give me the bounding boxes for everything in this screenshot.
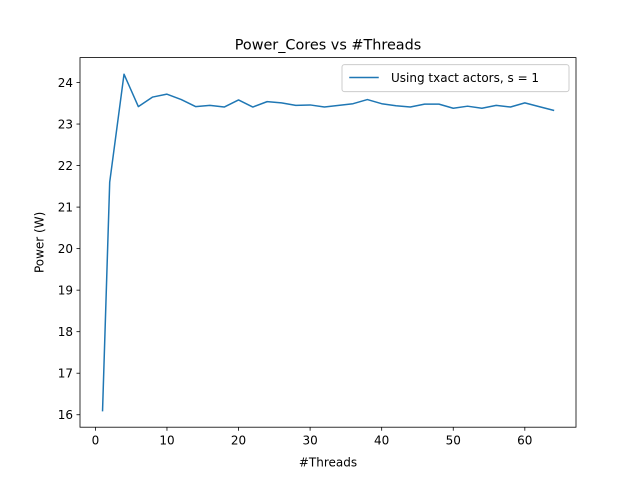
y-axis-label: Power (W) — [33, 212, 47, 273]
x-tick-label: 0 — [92, 434, 100, 448]
y-tick-label: 23 — [58, 117, 73, 131]
legend-label: Using txact actors, s = 1 — [391, 71, 539, 85]
x-tick-label: 50 — [446, 434, 461, 448]
x-tick-label: 60 — [517, 434, 532, 448]
series-line-0 — [101, 73, 555, 412]
chart-title: Power_Cores vs #Threads — [235, 38, 422, 54]
legend: Using txact actors, s = 1 — [341, 64, 570, 93]
y-axis-ticks: 16 17 18 19 20 21 22 23 24 — [58, 76, 80, 422]
x-axis-ticks: 0 10 20 30 40 50 60 — [92, 427, 532, 448]
x-tick-label: 40 — [374, 434, 389, 448]
plot-area — [80, 57, 576, 428]
x-tick-label: 20 — [231, 434, 246, 448]
y-tick-label: 22 — [58, 159, 73, 173]
y-tick-label: 17 — [58, 367, 73, 381]
y-tick-label: 20 — [58, 242, 73, 256]
plot-frame — [79, 57, 577, 428]
y-tick-label: 16 — [58, 408, 73, 422]
y-tick-label: 19 — [58, 283, 73, 297]
x-tick-label: 10 — [159, 434, 174, 448]
legend-box — [341, 64, 570, 93]
series-layer — [101, 73, 555, 412]
y-tick-label: 24 — [58, 76, 73, 90]
y-tick-label: 21 — [58, 200, 73, 214]
x-axis-label: #Threads — [299, 456, 357, 470]
y-tick-label: 18 — [58, 325, 73, 339]
x-tick-label: 30 — [302, 434, 317, 448]
